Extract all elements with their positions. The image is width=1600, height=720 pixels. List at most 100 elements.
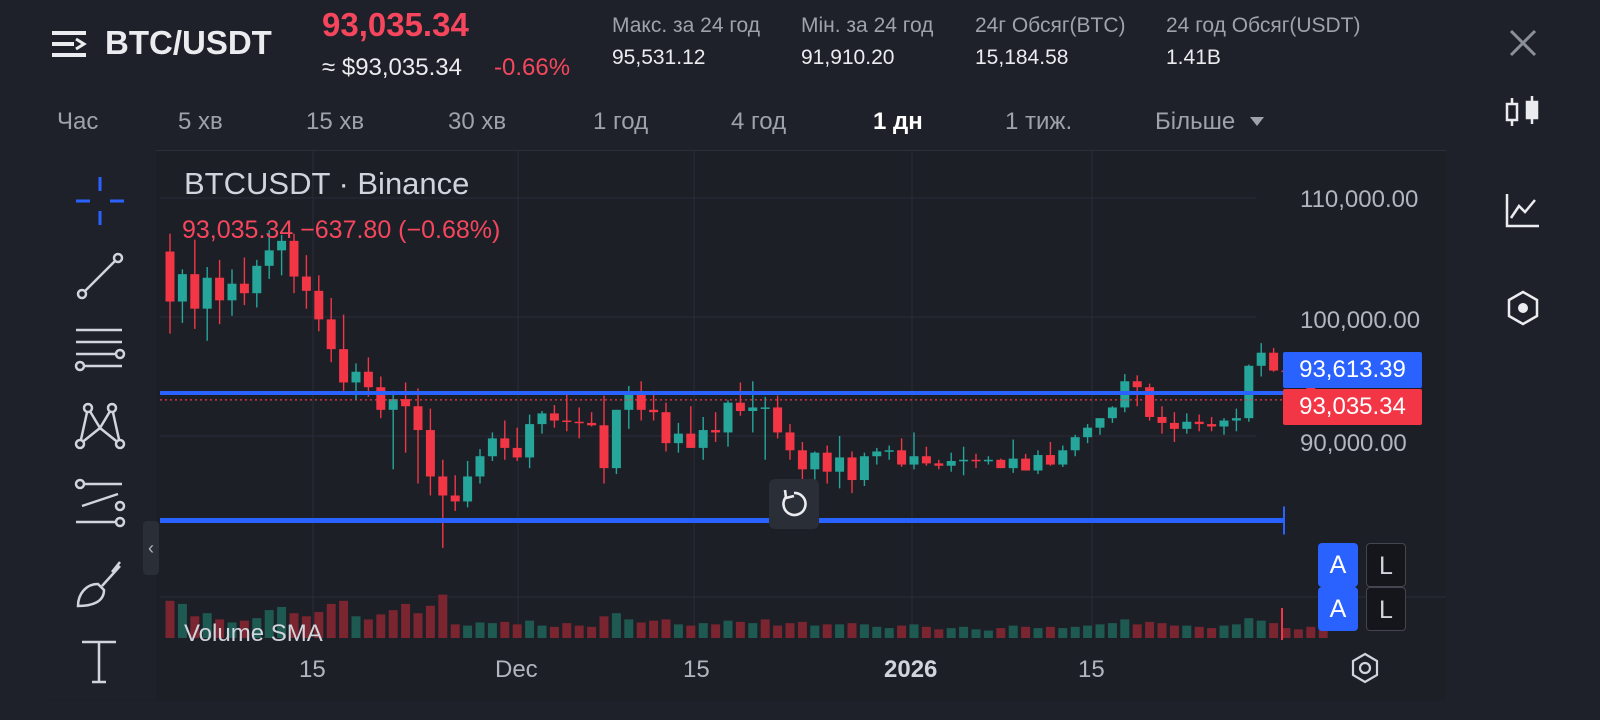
volume-bar [1169,625,1179,638]
pattern-icon[interactable] [72,400,128,456]
candle-body [983,459,993,462]
timeframe-1d[interactable]: 1 дн [873,108,923,135]
candle-body [1231,418,1241,421]
timeframe-30m[interactable]: 30 хв [448,108,507,135]
volume-bar [363,619,373,638]
last-price: 93,035.34 [322,6,469,43]
stat-vol-usdt-label: 24 год Обсяг(USDT) [1166,14,1361,37]
price-chart[interactable] [44,150,1446,700]
volume-bar [413,613,423,638]
candle-body [413,406,423,431]
candle-body [847,457,857,481]
volume-bar [463,625,473,638]
volume-bar [797,621,807,638]
timeframe-5m[interactable]: 5 хв [178,108,223,135]
volume-bar [1244,618,1254,638]
volume-indicator-label[interactable]: Volume SMA [184,620,323,647]
candle-body [549,413,559,421]
volume-bar [177,603,187,638]
log-scale-button[interactable]: L [1366,543,1406,587]
volume-bar [1194,626,1204,638]
candle-body [252,265,262,294]
candle-body [859,456,869,481]
volume-bar [921,626,931,638]
candle-body [1008,458,1018,469]
candle-body [959,459,969,462]
candle-body [450,495,460,502]
volume-bar [475,622,485,638]
candle-body [1145,387,1155,417]
auto-scale-button[interactable]: A [1318,543,1358,587]
candle-body [1095,418,1105,428]
volume-bar [227,622,237,638]
candle-body [500,438,510,448]
volume-log-scale-button[interactable]: L [1366,587,1406,631]
volume-bar [1058,628,1068,638]
time-tick-label: 15 [683,656,710,683]
timeframe-1w[interactable]: 1 тиж. [1005,108,1073,135]
timeframe-more[interactable]: Більше [1155,108,1236,135]
pair-title[interactable]: BTC/USDT [105,24,272,61]
candle-body [425,430,435,477]
candle-body [897,450,907,465]
candle-body [1207,424,1217,427]
candle-body [574,421,584,424]
price-tick-label: 100,000.00 [1300,307,1421,334]
chart-settings-icon[interactable] [1348,651,1382,685]
volume-auto-scale-button[interactable]: A [1318,587,1358,631]
candle-body [537,413,547,425]
chevron-down-icon[interactable] [1250,117,1264,126]
trend-line-icon[interactable] [72,248,128,304]
chart-style-settings-icon[interactable] [1501,286,1545,330]
candle-body [177,274,187,302]
candle-body [785,432,795,451]
candle-body [673,433,683,444]
candle-body [165,251,175,302]
candle-body [698,430,708,448]
candle-body [686,433,696,448]
candle-body [339,349,349,383]
candle-body [562,420,572,423]
timeframe-time[interactable]: Час [57,108,99,135]
timeframe-1h[interactable]: 1 год [593,108,649,135]
text-tool-icon[interactable] [72,636,128,692]
timeframe-15m[interactable]: 15 хв [306,108,365,135]
fib-levels-icon[interactable] [72,322,128,378]
horizontal-line-price-tag: 93,613.39 [1283,352,1422,388]
candle-body [1033,455,1043,471]
candle-type-icon[interactable] [1501,90,1545,134]
volume-bar [1021,626,1031,638]
candle-body [239,283,249,294]
candle-body [1194,421,1204,425]
brush-icon[interactable] [72,558,128,614]
volume-bar [884,628,894,638]
stat-vol-btc-label: 24г Обсяг(BTC) [975,14,1126,37]
reset-view-button[interactable] [769,479,819,529]
volume-bar [1070,626,1080,638]
legend-symbol: BTCUSDT · Binance [184,166,470,201]
candle-body [797,450,807,470]
candle-body [810,452,820,470]
volume-bar [1033,628,1043,638]
candle-body [661,412,671,444]
candle-body [1083,427,1093,438]
collapse-toolbar-button[interactable]: ‹ [143,521,159,575]
candle-body [649,409,659,413]
crosshair-icon[interactable] [72,173,128,229]
timeframe-4h[interactable]: 4 год [731,108,787,135]
candle-body [748,407,758,412]
menu-icon[interactable] [52,28,88,60]
indicators-icon[interactable] [1501,188,1545,232]
close-icon[interactable] [1506,26,1540,60]
prediction-icon[interactable] [72,478,128,534]
candle-body [735,402,745,412]
volume-bar [388,610,398,638]
candle-body [512,447,522,458]
stat-vol-btc-value: 15,184.58 [975,46,1069,69]
price-tick-label: 90,000.00 [1300,430,1407,457]
volume-bar [425,605,435,638]
candle-body [599,425,609,469]
volume-bar [748,623,758,638]
candle-body [1107,407,1117,419]
candle-body [525,424,535,458]
